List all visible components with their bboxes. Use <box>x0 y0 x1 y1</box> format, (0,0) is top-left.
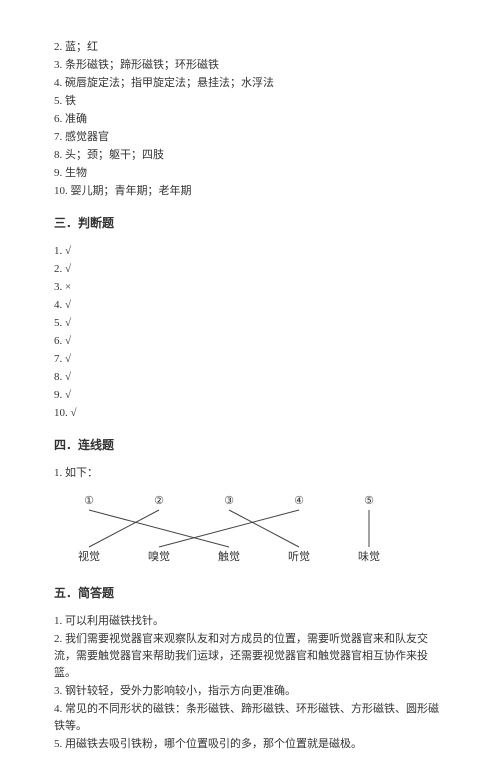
judgement-item: 5. √ <box>54 315 446 332</box>
page-root: { "sec2": { "items": [ "2. 蓝；红", "3. 条形磁… <box>0 0 500 784</box>
answer-item: 6. 准确 <box>54 111 446 128</box>
short-answer-item: 2. 我们需要视觉器官来观察队友和对方成员的位置，需要听觉器官来和队友交流，需要… <box>54 631 446 682</box>
judgement-item: 3. × <box>54 279 446 296</box>
answer-item: 5. 铁 <box>54 93 446 110</box>
section-2-items: 2. 蓝；红 3. 条形磁铁；蹄形磁铁；环形磁铁 4. 碗唇旋定法；指甲旋定法；… <box>54 39 446 200</box>
section-5-items: 1. 可以利用磁铁找针。 2. 我们需要视觉器官来观察队友和对方成员的位置，需要… <box>54 613 446 753</box>
short-answer-item: 5. 用磁铁去吸引铁粉，哪个位置吸引的多，那个位置就是磁极。 <box>54 736 446 753</box>
judgement-item: 6. √ <box>54 333 446 350</box>
answer-item: 4. 碗唇旋定法；指甲旋定法；悬挂法；水浮法 <box>54 75 446 92</box>
diagram-edge <box>159 510 299 547</box>
section-4-desc: 1. 如下： <box>54 465 446 482</box>
judgement-item: 2. √ <box>54 261 446 278</box>
diagram-edge <box>89 510 229 547</box>
short-answer-item: 1. 可以利用磁铁找针。 <box>54 613 446 630</box>
diagram-bottom-label: 听觉 <box>288 550 310 563</box>
answer-item: 8. 头；颈；躯干；四肢 <box>54 147 446 164</box>
diagram-top-label: ③ <box>224 495 234 507</box>
judgement-item: 1. √ <box>54 243 446 260</box>
diagram-edge <box>229 510 299 547</box>
section-3-title: 三．判断题 <box>54 214 446 233</box>
diagram-bottom-label: 视觉 <box>78 549 100 563</box>
judgement-item: 9. √ <box>54 387 446 404</box>
diagram-top-label: ④ <box>294 495 304 507</box>
diagram-bottom-label: 味觉 <box>358 550 380 563</box>
judgement-item: 10. √ <box>54 405 446 422</box>
section-5-title: 五．简答题 <box>54 584 446 603</box>
answer-item: 10. 婴儿期；青年期；老年期 <box>54 183 446 200</box>
answer-item: 2. 蓝；红 <box>54 39 446 56</box>
short-answer-item: 4. 常见的不同形状的磁铁：条形磁铁、蹄形磁铁、环形磁铁、方形磁铁、圆形磁铁等。 <box>54 701 446 735</box>
matching-diagram: ① ② ③ ④ ⑤ 视觉 嗅觉 触觉 听觉 味觉 <box>54 492 404 570</box>
judgement-item: 4. √ <box>54 297 446 314</box>
section-4-title: 四．连线题 <box>54 436 446 455</box>
short-answer-item: 3. 钢针较轻，受外力影响较小，指示方向更准确。 <box>54 683 446 700</box>
diagram-top-label: ② <box>154 495 164 507</box>
answer-item: 7. 感觉器官 <box>54 129 446 146</box>
answer-item: 9. 生物 <box>54 165 446 182</box>
section-3-items: 1. √ 2. √ 3. × 4. √ 5. √ 6. √ 7. √ 8. √ … <box>54 243 446 422</box>
judgement-item: 8. √ <box>54 369 446 386</box>
diagram-edge <box>89 510 159 547</box>
answer-item: 3. 条形磁铁；蹄形磁铁；环形磁铁 <box>54 57 446 74</box>
diagram-bottom-label: 嗅觉 <box>148 549 170 563</box>
judgement-item: 7. √ <box>54 351 446 368</box>
diagram-bottom-label: 触觉 <box>218 549 240 563</box>
diagram-top-label: ① <box>84 495 94 507</box>
diagram-top-label: ⑤ <box>364 495 374 507</box>
